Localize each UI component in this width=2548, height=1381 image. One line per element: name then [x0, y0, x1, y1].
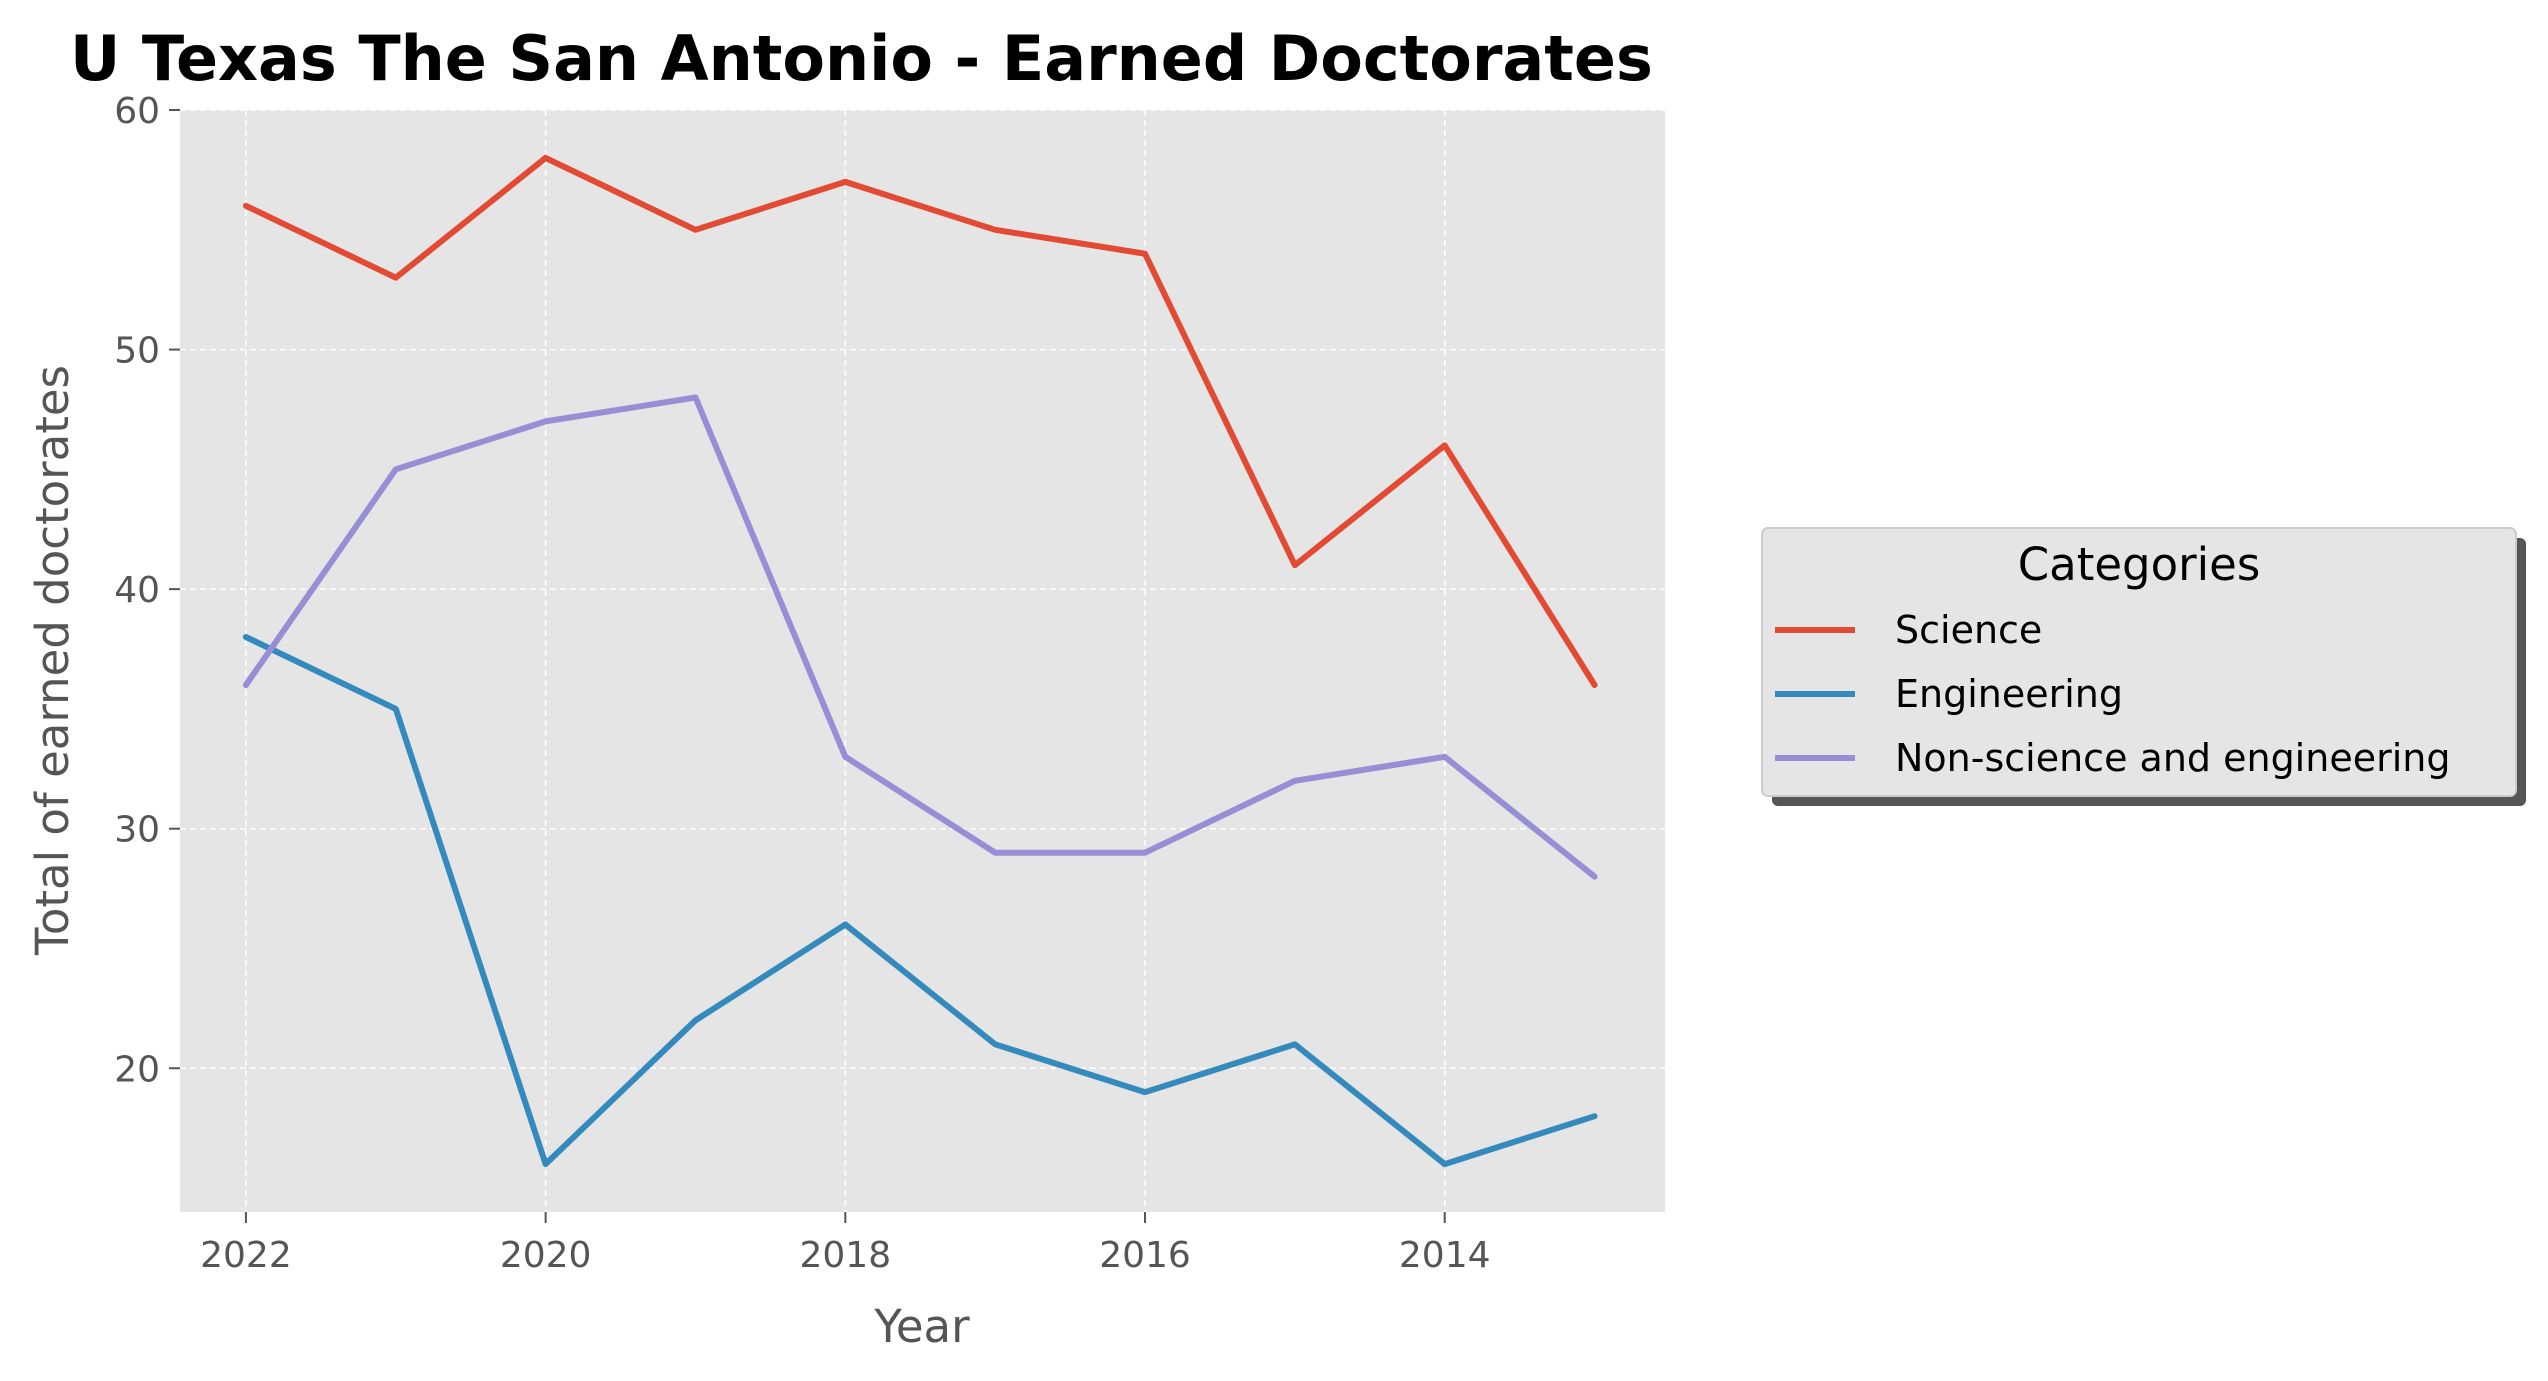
- y-tick-label: 20: [114, 1049, 160, 1090]
- grid-lines: [180, 109, 1665, 1212]
- legend-box: [1761, 527, 2517, 797]
- chart-title: U Texas The San Antonio - Earned Doctora…: [70, 22, 1653, 95]
- y-tick-label: 40: [114, 570, 160, 611]
- x-tick-label: 2016: [1099, 1235, 1191, 1276]
- x-tick-label: 2020: [500, 1235, 592, 1276]
- y-tick-label: 60: [114, 91, 160, 132]
- series-line-1: [242, 154, 1598, 688]
- legend: Categories Science Engineering Non-science…: [1761, 527, 2526, 806]
- y-axis-label: Total of earned doctorates: [26, 365, 79, 956]
- legend-title: Categories: [2018, 538, 2261, 591]
- series-lines: [242, 154, 1598, 1168]
- legend-label-1: Science: [1895, 608, 2042, 652]
- x-axis-label: Year: [873, 1300, 970, 1353]
- plot-area: [180, 110, 1665, 1212]
- x-tick-label: 2022: [200, 1235, 292, 1276]
- legend-label-3: Non-science and engineering: [1895, 736, 2450, 780]
- series-line-3: [242, 394, 1598, 880]
- series-line-2: [242, 634, 1598, 1168]
- legend-label-2: Engineering: [1895, 672, 2123, 716]
- y-tick-label: 50: [114, 331, 160, 372]
- y-tick-label: 30: [114, 810, 160, 851]
- x-tick-label: 2014: [1399, 1235, 1491, 1276]
- axes: 20 30 40 50 60 2022 2020 2018 2016 2014: [114, 91, 1490, 1276]
- legend-items: Science Engineering Non-science and engine…: [1775, 608, 2450, 780]
- x-tick-label: 2018: [800, 1235, 892, 1276]
